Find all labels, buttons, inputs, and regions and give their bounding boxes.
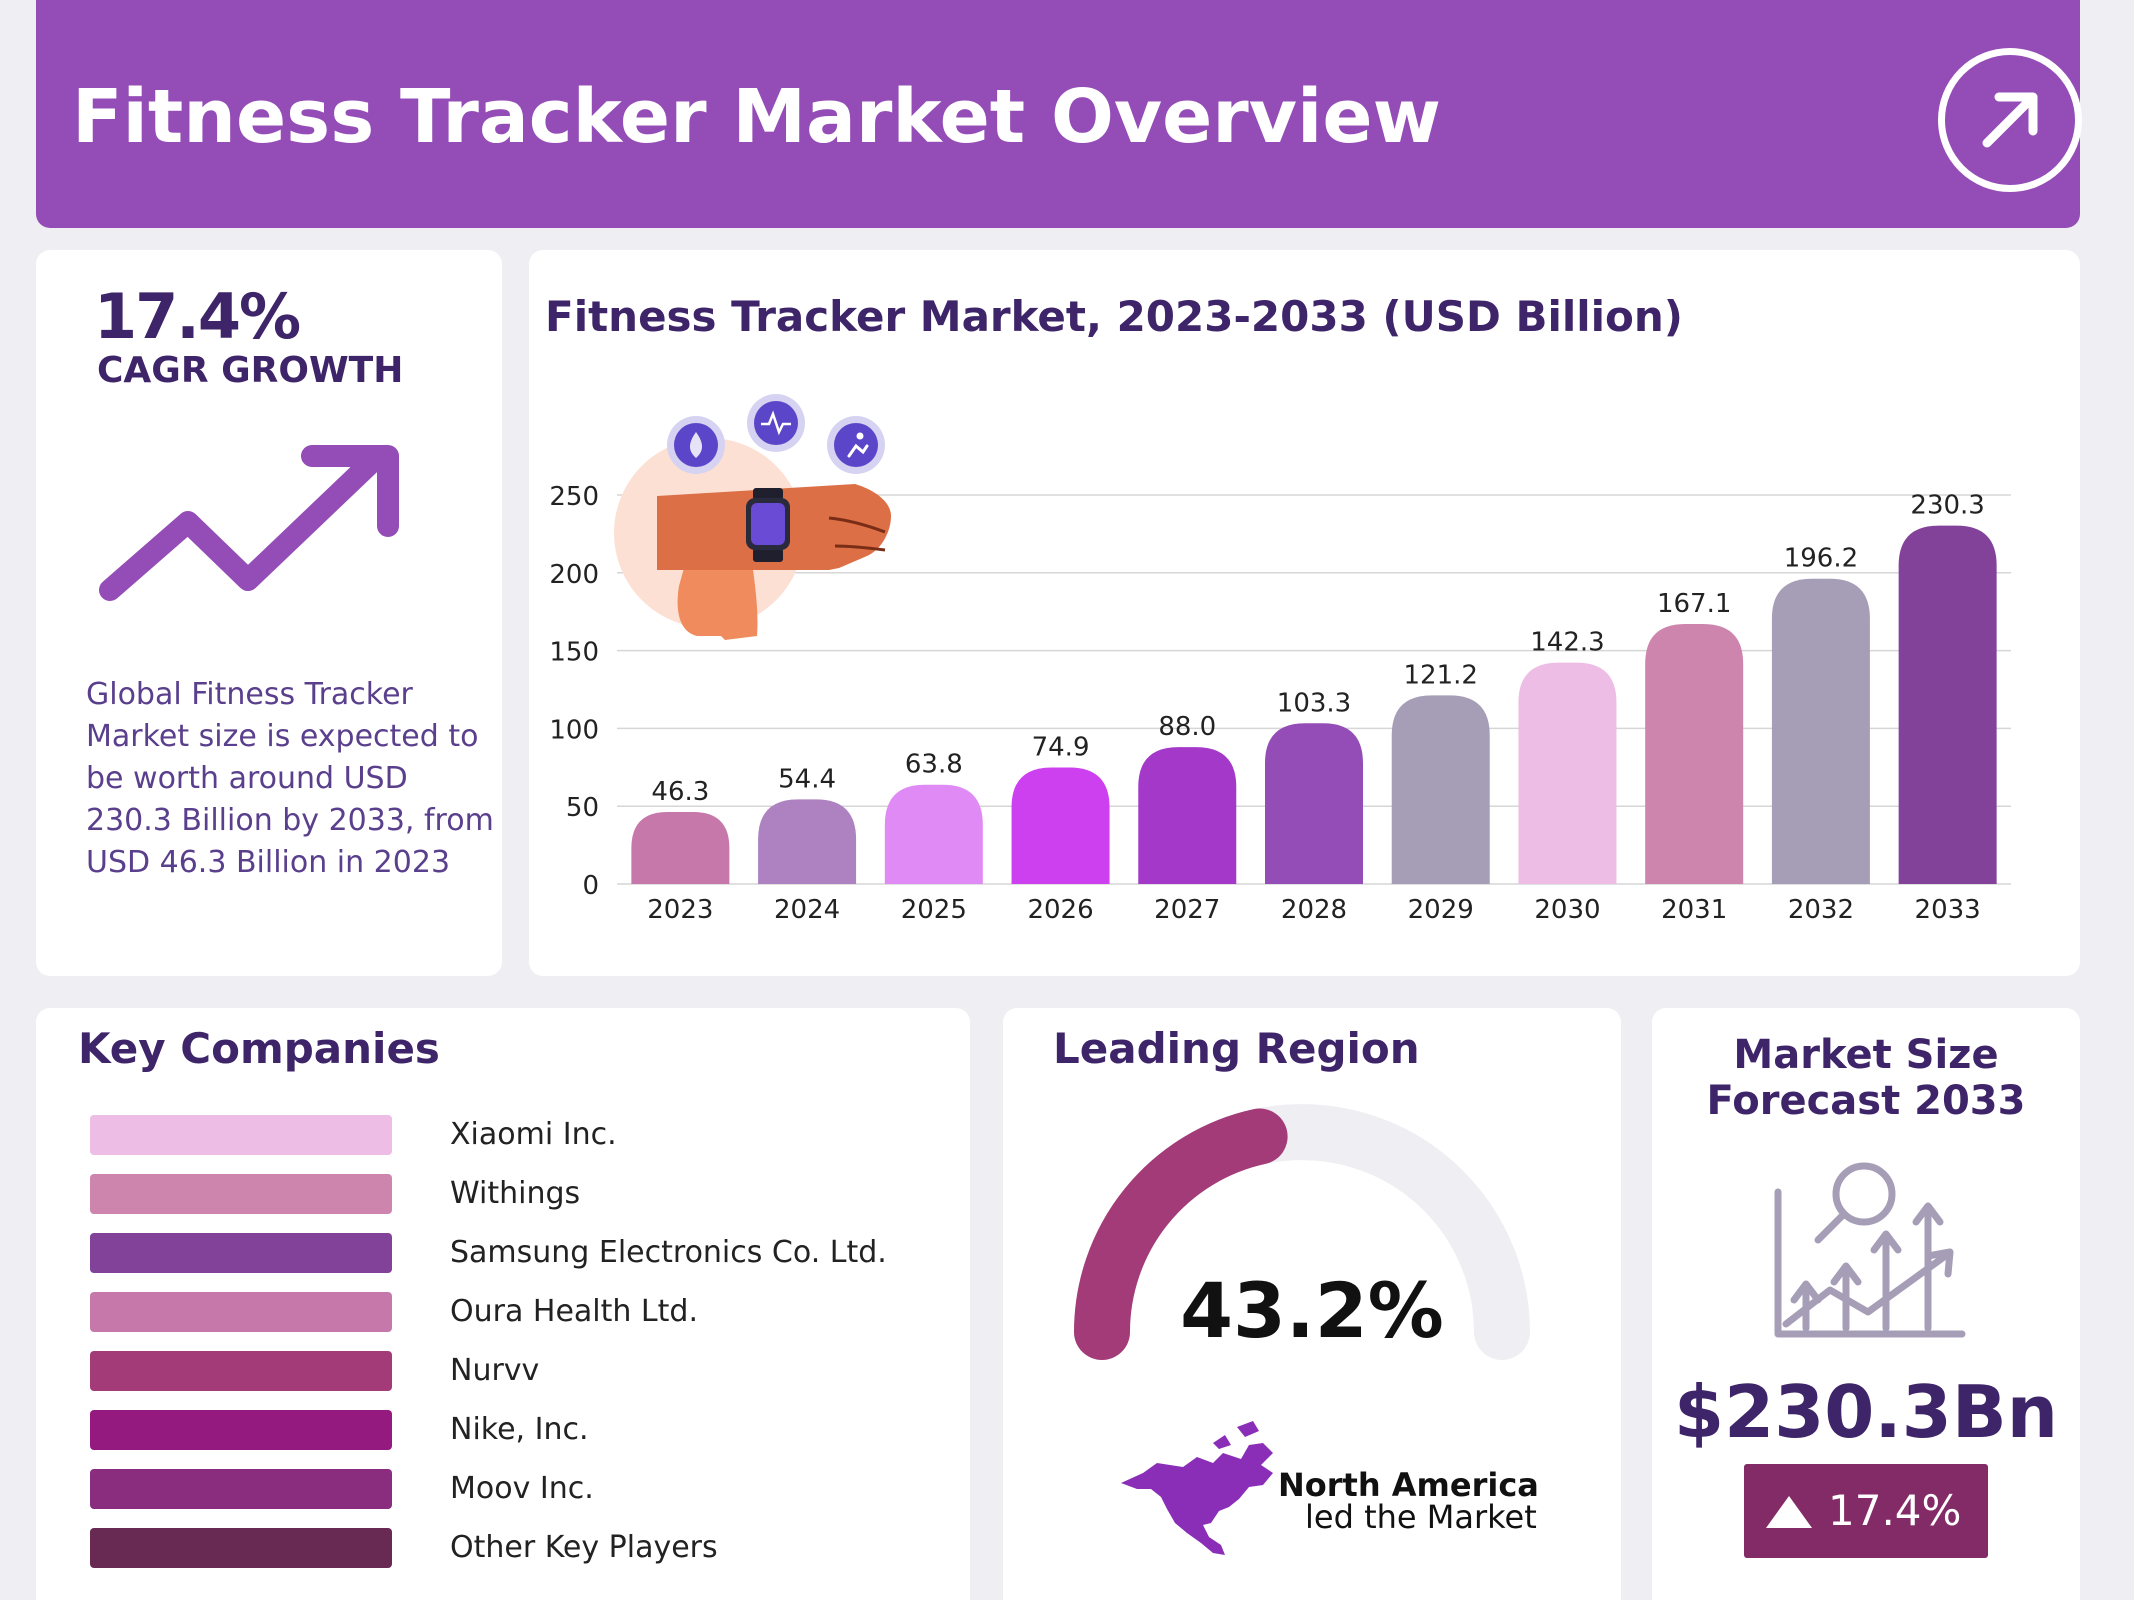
x-tick-label: 2024 xyxy=(774,895,840,925)
key-companies-card: Key Companies Xiaomi Inc. Withings Samsung… xyxy=(36,1008,970,1600)
open-link-button[interactable] xyxy=(1938,48,2082,192)
cagr-value: 17.4% xyxy=(94,280,301,353)
smartwatch-wrist-illustration xyxy=(614,394,891,640)
chart-title: Fitness Tracker Market, 2023-2033 (USD B… xyxy=(545,292,1683,341)
company-name: Samsung Electronics Co. Ltd. xyxy=(450,1235,887,1270)
bar-value-label: 88.0 xyxy=(1158,712,1216,742)
region-share-gauge xyxy=(1074,1104,1530,1360)
market-title: Market Size Forecast 2033 xyxy=(1706,1032,2026,1124)
bar-value-label: 142.3 xyxy=(1530,628,1604,658)
bar-value-label: 167.1 xyxy=(1657,589,1731,619)
region-title: Leading Region xyxy=(1053,1024,1420,1073)
bar xyxy=(1518,662,1617,884)
company-color-swatch xyxy=(90,1528,392,1568)
bar-chart: 0 50 100 150 200 250 46.3 2023 54.4 2024 63.8 2025… xyxy=(549,394,2011,925)
company-color-swatch xyxy=(90,1115,392,1155)
company-name: Nurvv xyxy=(450,1353,540,1388)
bar xyxy=(1898,525,1997,884)
bar-value-label: 74.9 xyxy=(1032,732,1090,762)
company-row: Xiaomi Inc. xyxy=(90,1115,930,1155)
bar-value-label: 196.2 xyxy=(1784,544,1858,574)
company-color-swatch xyxy=(90,1174,392,1214)
y-tick-label: 100 xyxy=(549,715,599,745)
bar xyxy=(1138,747,1237,884)
cagr-card: 17.4% CAGR GROWTH Global Fitness Tracker… xyxy=(36,250,502,976)
page-title: Fitness Tracker Market Overview xyxy=(72,74,1441,160)
x-tick-label: 2027 xyxy=(1154,895,1220,925)
y-tick-label: 50 xyxy=(566,793,599,823)
company-row: Oura Health Ltd. xyxy=(90,1292,930,1332)
company-color-swatch xyxy=(90,1410,392,1450)
growth-value: 17.4% xyxy=(1828,1486,1962,1535)
bar-value-label: 54.4 xyxy=(778,764,836,794)
company-row: Samsung Electronics Co. Ltd. xyxy=(90,1233,930,1273)
company-name: Oura Health Ltd. xyxy=(450,1294,698,1329)
company-row: Moov Inc. xyxy=(90,1469,930,1509)
trend-up-arrow-icon xyxy=(99,445,399,601)
bar xyxy=(1645,623,1744,884)
chart-bars: 46.3 2023 54.4 2024 63.8 2025 74.9 2026 88.0 2027… xyxy=(631,491,1997,925)
company-name: Nike, Inc. xyxy=(450,1412,589,1447)
bar-value-label: 121.2 xyxy=(1404,660,1478,690)
leading-region-card: Leading Region 43.2% North America led t… xyxy=(1003,1008,1621,1600)
company-name: Withings xyxy=(450,1176,581,1211)
market-size-value: $230.3Bn xyxy=(1674,1370,2058,1454)
x-tick-label: 2028 xyxy=(1281,895,1347,925)
company-row: Nurvv xyxy=(90,1351,930,1391)
x-tick-label: 2033 xyxy=(1915,895,1981,925)
company-row: Other Key Players xyxy=(90,1528,930,1568)
north-america-map-icon xyxy=(1121,1421,1273,1555)
x-tick-label: 2025 xyxy=(901,895,967,925)
company-name: Other Key Players xyxy=(450,1530,718,1565)
y-tick-label: 250 xyxy=(549,482,599,512)
market-chart-card: Fitness Tracker Market, 2023-2033 (USD B… xyxy=(529,250,2080,976)
company-name: Moov Inc. xyxy=(450,1471,594,1506)
region-share-value: 43.2% xyxy=(1180,1266,1444,1355)
x-tick-label: 2026 xyxy=(1027,895,1093,925)
x-tick-label: 2031 xyxy=(1661,895,1727,925)
bar-value-label: 230.3 xyxy=(1910,491,1984,521)
company-color-swatch xyxy=(90,1292,392,1332)
bar-value-label: 103.3 xyxy=(1277,688,1351,718)
region-name: North America xyxy=(1278,1466,1539,1504)
company-color-swatch xyxy=(90,1233,392,1273)
up-triangle-icon xyxy=(1766,1496,1812,1528)
x-tick-label: 2030 xyxy=(1534,895,1600,925)
y-tick-label: 150 xyxy=(549,638,599,668)
x-tick-label: 2029 xyxy=(1408,895,1474,925)
header-banner: Fitness Tracker Market Overview xyxy=(36,0,2082,228)
company-name: Xiaomi Inc. xyxy=(450,1117,617,1152)
x-tick-label: 2023 xyxy=(647,895,713,925)
bar-value-label: 63.8 xyxy=(905,750,963,780)
bar xyxy=(1771,578,1870,884)
company-row: Withings xyxy=(90,1174,930,1214)
bar xyxy=(631,811,730,884)
market-size-card: Market Size Forecast 2033 $230.3Bn 17.4% xyxy=(1652,1008,2080,1600)
companies-title: Key Companies xyxy=(78,1024,440,1073)
company-color-swatch xyxy=(90,1351,392,1391)
bar xyxy=(758,799,857,884)
x-tick-label: 2032 xyxy=(1788,895,1854,925)
analytics-magnifier-icon xyxy=(1774,1162,1966,1338)
y-tick-label: 0 xyxy=(582,871,599,901)
y-tick-label: 200 xyxy=(549,560,599,590)
cagr-description: Global Fitness Tracker Market size is ex… xyxy=(86,677,494,880)
arrow-up-right-icon xyxy=(1982,92,2038,148)
bar-value-label: 46.3 xyxy=(651,777,709,807)
bar xyxy=(1265,723,1363,884)
bar xyxy=(1011,767,1110,884)
gauge-fill xyxy=(1074,1108,1288,1360)
growth-badge: 17.4% xyxy=(1744,1464,1988,1558)
company-row: Nike, Inc. xyxy=(90,1410,930,1450)
region-subtitle: led the Market xyxy=(1305,1498,1537,1536)
bar xyxy=(1391,695,1490,884)
company-color-swatch xyxy=(90,1469,392,1509)
cagr-label: CAGR GROWTH xyxy=(97,350,404,391)
bar xyxy=(884,784,983,884)
